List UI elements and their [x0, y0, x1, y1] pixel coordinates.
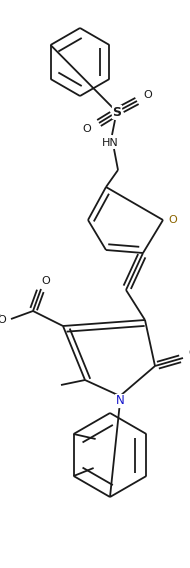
Text: HN: HN [102, 138, 118, 148]
Text: S: S [112, 106, 121, 119]
Text: O: O [42, 276, 50, 286]
Text: O: O [169, 215, 177, 225]
Text: O: O [144, 90, 152, 100]
Text: O: O [0, 315, 6, 325]
Text: N: N [116, 395, 124, 407]
Text: O: O [189, 348, 190, 358]
Text: O: O [83, 124, 91, 134]
